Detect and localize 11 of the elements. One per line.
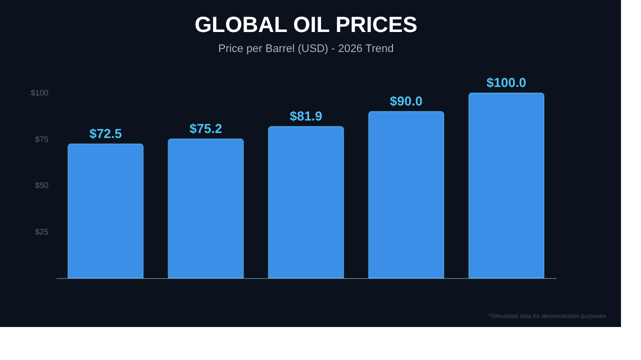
y-tick-label: $25 <box>35 227 50 236</box>
y-tick-label: $50 <box>35 181 50 190</box>
chart-title: GLOBAL OIL PRICES <box>194 12 418 37</box>
data-label: $81.9 <box>290 108 322 124</box>
data-label: $75.2 <box>190 120 222 136</box>
data-label: $100.0 <box>486 75 526 90</box>
data-label: $90.0 <box>390 94 422 108</box>
y-tick-label: $100 <box>30 88 50 98</box>
chart-subtitle: Price per Barrel (USD) - 2026 Trend <box>218 43 394 55</box>
data-label: $72.5 <box>89 126 122 141</box>
y-tick-label: $75 <box>35 134 50 144</box>
